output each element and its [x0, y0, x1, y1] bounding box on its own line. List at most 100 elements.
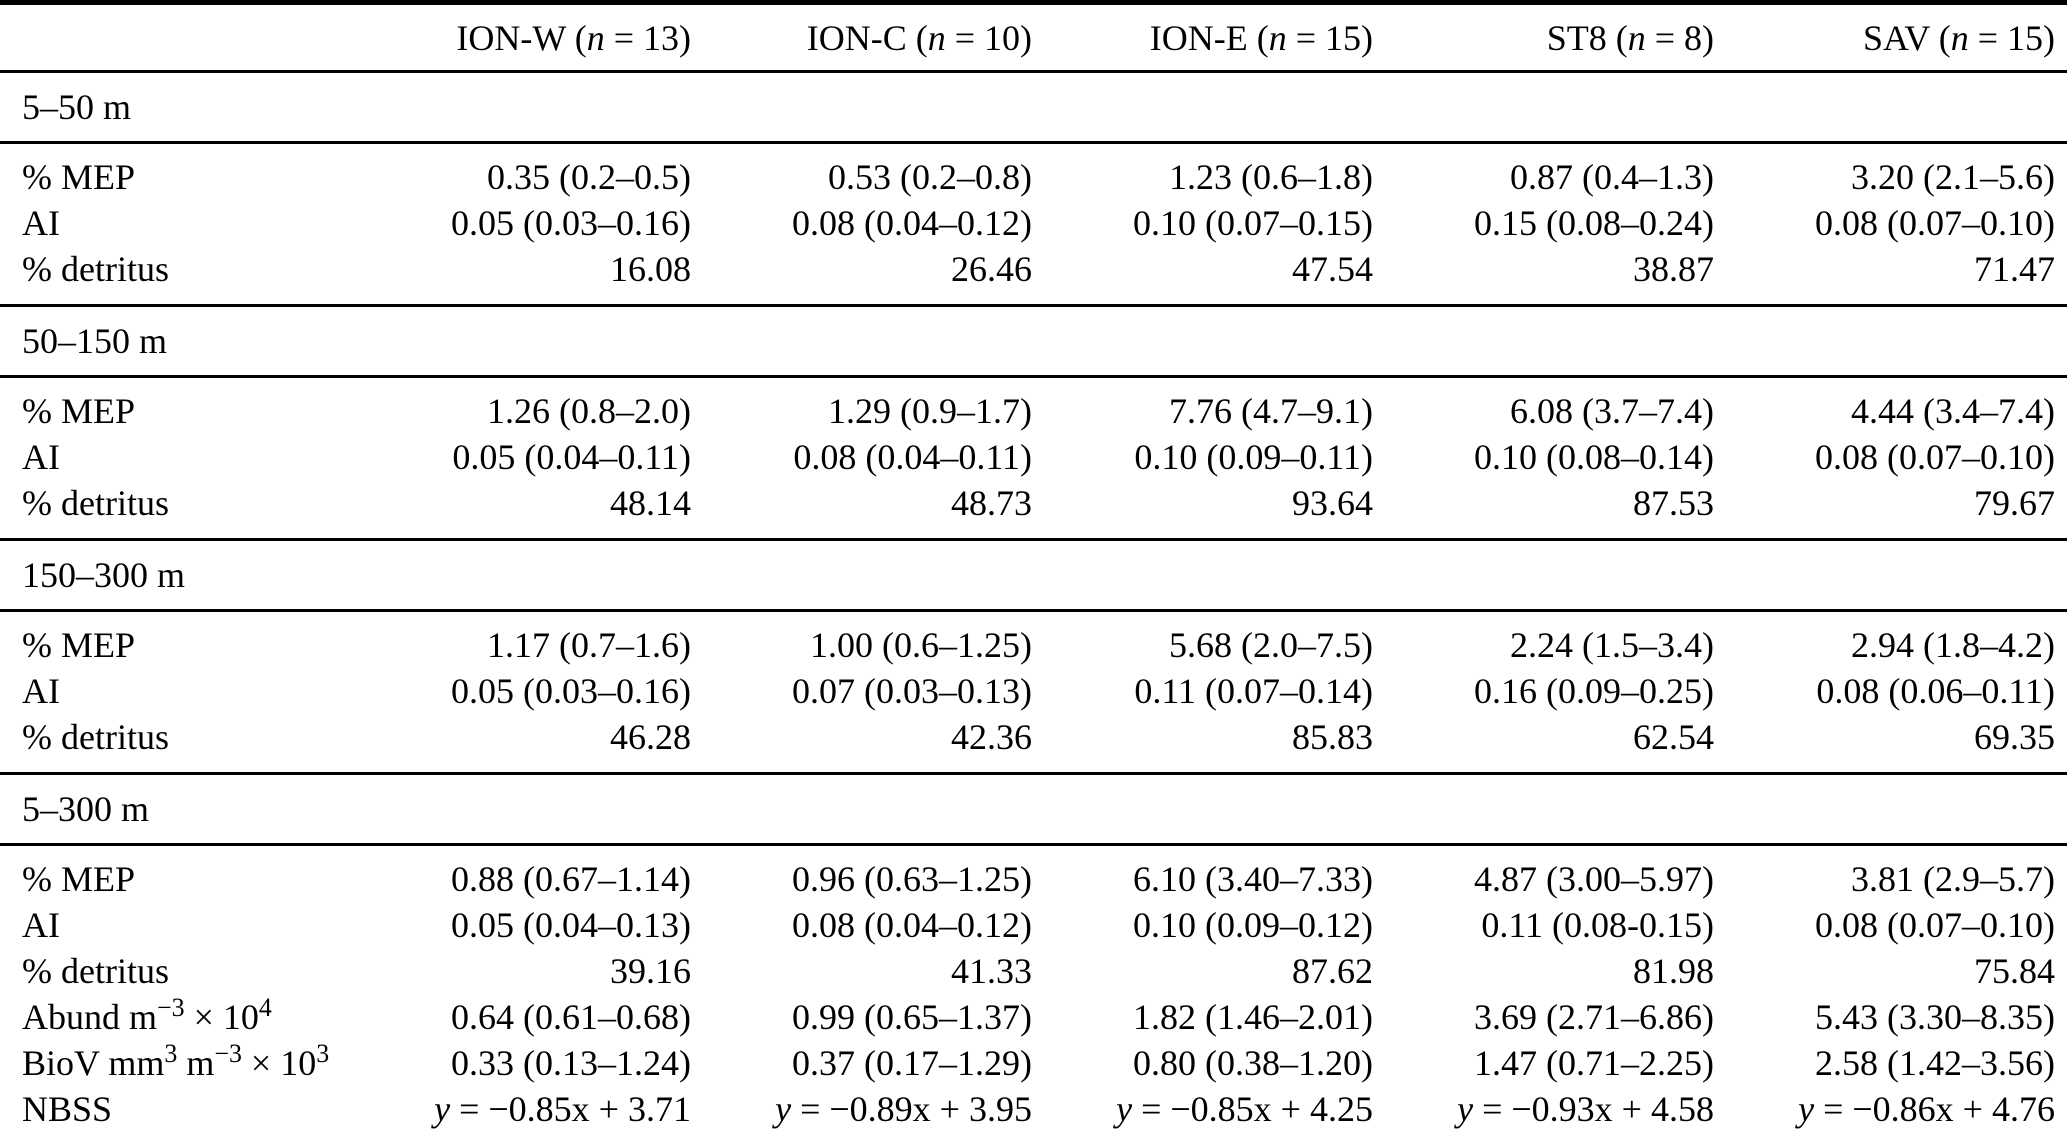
value-cell: 0.10 (0.08–0.14)	[1474, 437, 1714, 477]
label-text: × 10	[241, 1043, 317, 1083]
value-cell: 0.15 (0.08–0.24)	[1474, 203, 1714, 243]
value-cell: 3.20 (2.1–5.6)	[1851, 157, 2055, 197]
value-cell: 38.87	[1633, 249, 1714, 289]
table-row: AI 0.05 (0.03–0.16) 0.07 (0.03–0.13) 0.1…	[0, 668, 2067, 714]
table-row: Abund m−3 × 104 0.64 (0.61–0.68) 0.99 (0…	[0, 994, 2067, 1040]
value-cell: 93.64	[1292, 483, 1373, 523]
value-cell: 0.08 (0.04–0.11)	[793, 437, 1032, 477]
value-cell: 0.08 (0.04–0.12)	[792, 905, 1032, 945]
value-cell: 1.17 (0.7–1.6)	[487, 625, 691, 665]
row-label: AI	[22, 203, 60, 243]
equation-text: = −0.86x + 4.76	[1814, 1089, 2055, 1129]
col-header-sav: SAV (n = 15)	[1726, 3, 2067, 72]
value-cell: 0.87 (0.4–1.3)	[1510, 157, 1714, 197]
equation-cell: y = −0.85x + 4.25	[1044, 1086, 1385, 1141]
col-header-text: ION-W (	[456, 17, 587, 58]
value-cell: 79.67	[1974, 483, 2055, 523]
row-label: % MEP	[22, 157, 136, 197]
row-label: % MEP	[22, 391, 136, 431]
value-cell: 0.88 (0.67–1.14)	[451, 859, 691, 899]
value-cell: 75.84	[1974, 951, 2055, 991]
value-cell: 0.35 (0.2–0.5)	[487, 157, 691, 197]
section-title-row: 5–300 m	[0, 774, 2067, 845]
equation-cell: y = −0.86x + 4.76	[1726, 1086, 2067, 1141]
value-cell: 7.76 (4.7–9.1)	[1169, 391, 1373, 431]
italic-y: y	[1798, 1089, 1815, 1129]
value-cell: 0.10 (0.09–0.12)	[1133, 905, 1373, 945]
value-cell: 0.05 (0.03–0.16)	[451, 203, 691, 243]
row-label-biovolume: BioV mm3 m−3 × 103	[0, 1040, 362, 1086]
col-header-ion-w: ION-W (n = 13)	[362, 3, 703, 72]
row-label: AI	[22, 437, 60, 477]
col-header-text: ION-E (	[1149, 17, 1269, 58]
section-150-300m: % MEP 1.17 (0.7–1.6) 1.00 (0.6–1.25) 5.6…	[0, 611, 2067, 774]
value-cell: 1.00 (0.6–1.25)	[810, 625, 1032, 665]
row-label: % detritus	[22, 483, 169, 523]
value-cell: 0.80 (0.38–1.20)	[1133, 1043, 1373, 1083]
col-header-text: ION-C (	[806, 17, 928, 58]
table-row: % MEP 1.17 (0.7–1.6) 1.00 (0.6–1.25) 5.6…	[0, 611, 2067, 669]
value-cell: 4.44 (3.4–7.4)	[1851, 391, 2055, 431]
section-title-150-300m: 150–300 m	[0, 539, 2067, 611]
value-cell: 85.83	[1292, 717, 1373, 757]
section-title-5-50m: 5–50 m	[0, 71, 2067, 143]
italic-n: n	[586, 17, 605, 58]
value-cell: 0.16 (0.09–0.25)	[1474, 671, 1714, 711]
table-row: % detritus 48.14 48.73 93.64 87.53 79.67	[0, 480, 2067, 540]
value-cell: 1.82 (1.46–2.01)	[1133, 997, 1373, 1037]
value-cell: 0.99 (0.65–1.37)	[792, 997, 1032, 1037]
value-cell: 0.08 (0.07–0.10)	[1815, 203, 2055, 243]
italic-y: y	[1457, 1089, 1474, 1129]
value-cell: 62.54	[1633, 717, 1714, 757]
value-cell: 1.29 (0.9–1.7)	[828, 391, 1032, 431]
section-title: 50–150 m	[22, 321, 168, 361]
value-cell: 0.08 (0.06–0.11)	[1816, 671, 2055, 711]
row-label: % MEP	[22, 859, 136, 899]
label-text: m	[177, 1043, 215, 1083]
equation-text: = −0.85x + 4.25	[1132, 1089, 1373, 1129]
section-title-row: 5–50 m	[0, 72, 2067, 143]
table-row: % MEP 1.26 (0.8–2.0) 1.29 (0.9–1.7) 7.76…	[0, 377, 2067, 435]
row-label: % detritus	[22, 717, 169, 757]
value-cell: 0.08 (0.07–0.10)	[1815, 437, 2055, 477]
value-cell: 42.36	[951, 717, 1032, 757]
value-cell: 5.68 (2.0–7.5)	[1169, 625, 1373, 665]
col-header-text: = 13)	[604, 17, 691, 58]
value-cell: 39.16	[610, 951, 691, 991]
equation-cell: y = −0.93x + 4.58	[1385, 1086, 1726, 1141]
value-cell: 48.14	[610, 483, 691, 523]
section-title-row: 150–300 m	[0, 540, 2067, 611]
row-label-abundance: Abund m−3 × 104	[0, 994, 362, 1040]
col-header-ion-e: ION-E (n = 15)	[1044, 3, 1385, 72]
table-row: % detritus 46.28 42.36 85.83 62.54 69.35	[0, 714, 2067, 774]
value-cell: 1.26 (0.8–2.0)	[487, 391, 691, 431]
italic-n: n	[927, 17, 946, 58]
italic-y: y	[1116, 1089, 1133, 1129]
row-label: % MEP	[22, 625, 136, 665]
italic-n: n	[1627, 17, 1646, 58]
section-5-50m: % MEP 0.35 (0.2–0.5) 0.53 (0.2–0.8) 1.23…	[0, 143, 2067, 306]
row-label: % detritus	[22, 951, 169, 991]
col-header-text: SAV (	[1862, 17, 1951, 58]
table-row: % MEP 0.35 (0.2–0.5) 0.53 (0.2–0.8) 1.23…	[0, 143, 2067, 201]
value-cell: 0.05 (0.03–0.16)	[451, 671, 691, 711]
table-row: AI 0.05 (0.04–0.13) 0.08 (0.04–0.12) 0.1…	[0, 902, 2067, 948]
value-cell: 87.62	[1292, 951, 1373, 991]
value-cell: 0.05 (0.04–0.13)	[451, 905, 691, 945]
equation-text: = −0.93x + 4.58	[1473, 1089, 1714, 1129]
table-row: % detritus 16.08 26.46 47.54 38.87 71.47	[0, 246, 2067, 306]
value-cell: 6.10 (3.40–7.33)	[1133, 859, 1373, 899]
equation-text: = −0.89x + 3.95	[791, 1089, 1032, 1129]
value-cell: 0.53 (0.2–0.8)	[828, 157, 1032, 197]
value-cell: 0.05 (0.04–0.11)	[452, 437, 691, 477]
table-row: % detritus 39.16 41.33 87.62 81.98 75.84	[0, 948, 2067, 994]
section-title: 150–300 m	[22, 555, 186, 595]
section-title-5-300m: 5–300 m	[0, 773, 2067, 845]
value-cell: 2.94 (1.8–4.2)	[1851, 625, 2055, 665]
equation-cell: y = −0.89x + 3.95	[703, 1086, 1044, 1141]
label-text: × 10	[184, 997, 259, 1037]
col-header-text: = 15)	[1286, 17, 1373, 58]
value-cell: 3.81 (2.9–5.7)	[1851, 859, 2055, 899]
col-header-text: = 15)	[1968, 17, 2055, 58]
superscript: 4	[258, 993, 272, 1023]
